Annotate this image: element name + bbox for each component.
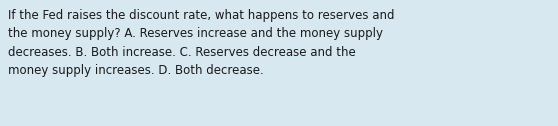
Text: If the Fed raises the discount rate, what happens to reserves and
the money supp: If the Fed raises the discount rate, wha… xyxy=(8,9,395,77)
